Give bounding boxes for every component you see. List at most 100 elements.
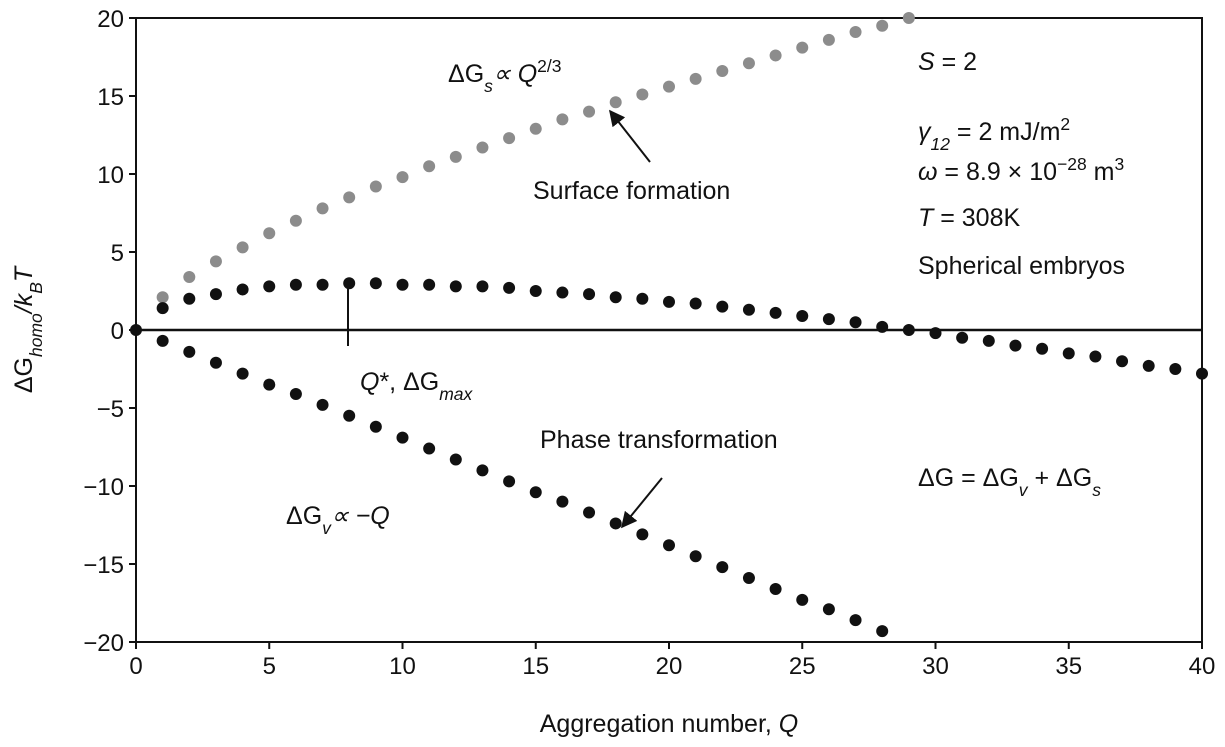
data-point — [982, 334, 995, 347]
data-point — [769, 49, 782, 62]
x-tick-label: 40 — [1189, 653, 1216, 680]
data-point — [689, 550, 702, 563]
arrow — [609, 109, 651, 163]
data-point — [130, 324, 142, 336]
data-point — [769, 306, 782, 319]
y-axis-label: ΔGhomo/kBT — [10, 265, 46, 393]
x-tick-label: 25 — [789, 653, 816, 680]
annotation: ΔGs∝ Q2/3 — [448, 56, 562, 96]
data-point — [289, 387, 302, 400]
data-point — [503, 281, 516, 294]
data-point — [263, 280, 276, 293]
data-point — [663, 295, 675, 308]
data-point — [476, 280, 489, 293]
text-run: 3 — [1115, 154, 1125, 174]
data-point — [236, 241, 249, 254]
data-point — [156, 302, 169, 315]
text-run: S — [918, 48, 935, 76]
annotation: Spherical embryos — [918, 252, 1125, 280]
data-point — [556, 113, 569, 126]
x-tick-label: 20 — [656, 653, 683, 680]
data-point — [289, 278, 302, 291]
annotation: Q*, ΔGmax — [360, 368, 474, 404]
annotation: ΔGv∝ −Q — [286, 502, 390, 538]
data-point — [263, 227, 276, 240]
x-tick-label: 30 — [922, 653, 949, 680]
data-point — [583, 288, 596, 301]
data-point — [529, 486, 542, 499]
data-point — [369, 277, 382, 290]
data-point — [716, 300, 729, 313]
data-point — [742, 57, 755, 70]
data-point — [316, 398, 329, 411]
text-run: /k — [10, 292, 38, 315]
data-point — [449, 150, 462, 163]
data-point — [476, 141, 489, 154]
data-point — [1036, 342, 1049, 355]
text-run: v — [1019, 480, 1029, 500]
text-run: ΔG — [448, 60, 484, 88]
data-point — [663, 539, 675, 552]
data-point — [796, 593, 809, 606]
text-run: γ — [918, 118, 932, 146]
data-point — [369, 180, 382, 193]
data-point — [796, 41, 809, 54]
data-point — [503, 475, 516, 488]
data-point — [742, 303, 755, 316]
data-point — [156, 291, 169, 304]
text-run: Phase transformation — [540, 426, 778, 454]
data-point — [636, 292, 649, 305]
x-tick-label: 10 — [389, 653, 416, 680]
x-tick-label: 15 — [522, 653, 549, 680]
data-point — [583, 506, 596, 519]
data-point — [1142, 359, 1155, 372]
data-point — [529, 285, 542, 297]
data-point — [849, 614, 862, 627]
data-point — [742, 572, 755, 585]
text-run: s — [1092, 480, 1101, 500]
data-point — [396, 278, 409, 291]
data-point — [902, 324, 915, 336]
data-point — [609, 517, 622, 530]
text-run: = 2 — [935, 48, 977, 76]
data-point — [1009, 339, 1022, 352]
y-tick-label: −10 — [83, 474, 124, 501]
text-run: = 2 mJ/m — [950, 118, 1060, 146]
data-point — [423, 278, 436, 291]
data-point — [449, 453, 462, 466]
data-point — [849, 316, 862, 329]
text-run: v — [322, 518, 332, 538]
text-run: 12 — [931, 134, 951, 154]
data-point — [396, 171, 409, 184]
data-point — [343, 409, 356, 422]
text-run: 2 — [1060, 114, 1070, 134]
text-run: s — [484, 76, 493, 96]
y-tick-label: 0 — [111, 318, 124, 345]
data-point — [769, 582, 782, 595]
arrow — [620, 477, 663, 529]
data-point — [609, 96, 622, 109]
data-point — [209, 356, 222, 369]
x-axis-label: Aggregation number, Q — [540, 710, 799, 738]
annotation: T = 308K — [918, 204, 1020, 232]
text-run: = 308K — [933, 204, 1020, 232]
data-point — [209, 255, 222, 268]
data-point — [1116, 355, 1129, 368]
y-tick-label: −5 — [97, 396, 124, 423]
data-point — [503, 132, 516, 145]
annotation: Surface formation — [533, 177, 730, 205]
data-point — [183, 270, 196, 283]
data-point — [956, 331, 969, 344]
text-run: ∝ Q — [493, 60, 537, 88]
text-run: Q — [779, 710, 798, 738]
y-tick-label: 15 — [97, 84, 124, 111]
data-point — [423, 160, 436, 173]
data-point — [1196, 367, 1208, 380]
annotation: ω = 8.9 × 10−28 m3 — [918, 154, 1124, 186]
data-point — [1089, 350, 1102, 363]
data-point — [929, 327, 942, 340]
text-run: ΔG — [286, 502, 322, 530]
data-point — [822, 603, 835, 616]
data-point — [556, 286, 569, 299]
data-point — [529, 122, 542, 135]
